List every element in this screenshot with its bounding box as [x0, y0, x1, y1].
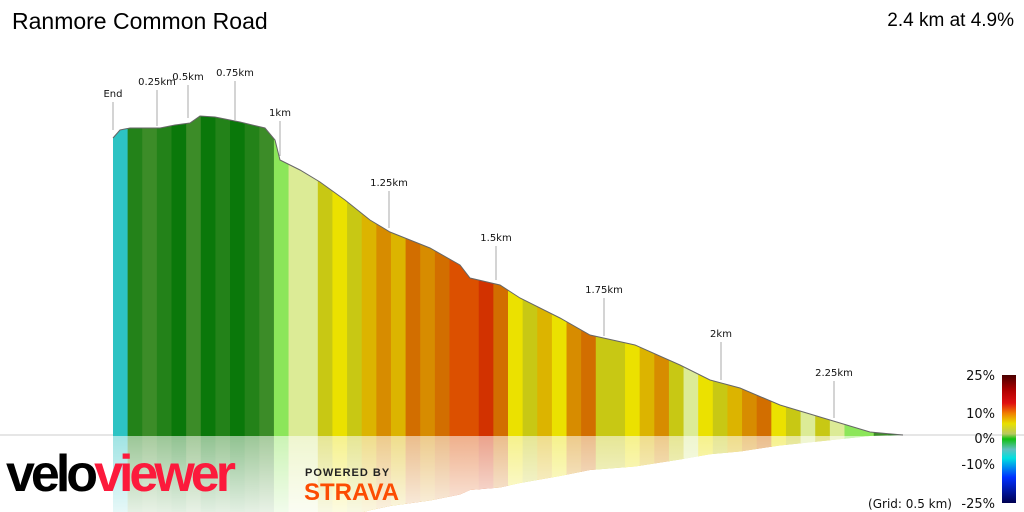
gradient-segment	[522, 116, 538, 435]
gradient-segment	[581, 116, 597, 435]
distance-marker-label: 0.5km	[172, 72, 203, 83]
gradient-segment	[742, 116, 758, 435]
gradient-segment	[844, 116, 860, 435]
reflection-segment	[771, 435, 787, 512]
legend-tick: 10%	[966, 407, 995, 422]
gradient-segment	[873, 116, 889, 435]
gradient-segment	[698, 116, 714, 435]
strava-logo: STRAVA	[304, 479, 400, 506]
reflection-segment	[800, 435, 816, 512]
gradient-segment	[756, 116, 772, 435]
grid-note: (Grid: 0.5 km)	[868, 497, 952, 511]
reflection-segment	[844, 435, 860, 512]
gradient-segment	[156, 116, 173, 435]
gradient-legend-bar	[1002, 375, 1016, 503]
gradient-segment	[829, 116, 846, 435]
legend-tick: -25%	[961, 497, 995, 512]
gradient-segment	[610, 116, 626, 435]
gradient-segment	[186, 116, 202, 435]
gradient-segment	[888, 116, 903, 435]
reflection-segment	[815, 435, 831, 512]
reflection-segment	[785, 435, 802, 512]
distance-marker-label: 0.25km	[138, 77, 176, 88]
gradient-segment	[654, 116, 670, 435]
segment-summary: 2.4 km at 4.9%	[887, 10, 1014, 31]
legend-tick: 0%	[974, 432, 995, 447]
gradient-segment	[332, 116, 348, 435]
powered-by-label: POWERED BY	[305, 467, 391, 479]
gradient-segment	[215, 116, 231, 435]
gradient-segment	[625, 116, 641, 435]
gradient-segment	[859, 116, 875, 435]
gradient-segment	[361, 116, 377, 435]
distance-marker-label: 1.5km	[480, 233, 511, 244]
legend-tick: -10%	[961, 458, 995, 473]
gradient-segment	[127, 116, 143, 435]
gradient-segment	[785, 116, 802, 435]
distance-marker-label: 2.25km	[815, 368, 853, 379]
gradient-segment	[800, 116, 816, 435]
segment-title: Ranmore Common Road	[12, 8, 268, 34]
gradient-segment	[464, 116, 480, 435]
distance-marker-label: 0.75km	[216, 68, 254, 79]
gradient-segment	[537, 116, 553, 435]
gradient-segment	[200, 116, 217, 435]
gradient-segment	[508, 116, 524, 435]
gradient-segment	[273, 116, 290, 435]
gradient-segment	[171, 116, 187, 435]
gradient-segment	[288, 116, 304, 435]
gradient-segment	[815, 116, 831, 435]
gradient-segment	[113, 116, 129, 435]
reflection-segment	[829, 435, 846, 512]
gradient-segment	[551, 116, 568, 435]
distance-marker-label: 1km	[269, 108, 291, 119]
veloviewer-logo: veloviewer	[6, 445, 236, 503]
distance-marker-label: End	[103, 89, 122, 100]
gradient-segment	[434, 116, 451, 435]
distance-marker-label: 1.75km	[585, 285, 623, 296]
gradient-segment	[683, 116, 699, 435]
gradient-segment	[478, 116, 494, 435]
gradient-segment	[230, 116, 246, 435]
gradient-segment	[420, 116, 436, 435]
gradient-segment	[390, 116, 407, 435]
distance-marker-label: 2km	[710, 329, 732, 340]
gradient-segment	[566, 116, 582, 435]
gradient-segment	[595, 116, 612, 435]
gradient-segment	[142, 116, 158, 435]
gradient-segment	[668, 116, 685, 435]
gradient-segment	[771, 116, 787, 435]
gradient-segment	[376, 116, 392, 435]
gradient-segment	[639, 116, 655, 435]
gradient-segment	[244, 116, 260, 435]
gradient-segment	[347, 116, 363, 435]
profile-outline	[112, 115, 904, 436]
gradient-segment	[317, 116, 334, 435]
gradient-segment	[259, 116, 275, 435]
gradient-segment	[405, 116, 421, 435]
distance-marker-label: 1.25km	[370, 178, 408, 189]
legend-tick: 25%	[966, 369, 995, 384]
gradient-segment	[303, 116, 319, 435]
gradient-segment	[712, 116, 729, 435]
